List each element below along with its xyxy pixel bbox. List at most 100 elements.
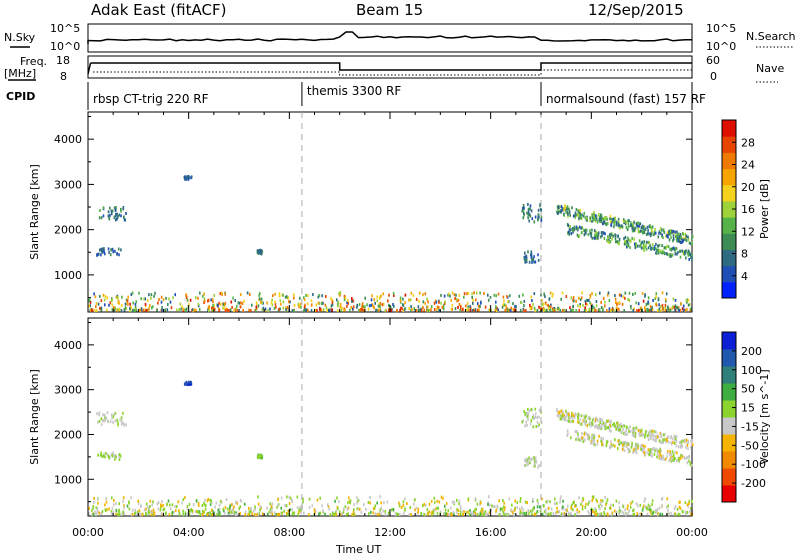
scatter-pixel bbox=[598, 215, 601, 219]
scatter-pixel bbox=[198, 308, 201, 311]
scatter-pixel bbox=[615, 499, 618, 503]
scatter-pixel bbox=[261, 308, 264, 311]
scatter-pixel bbox=[408, 513, 411, 516]
scatter-pixel bbox=[205, 504, 207, 507]
scatter-pixel bbox=[211, 298, 214, 302]
scatter-pixel bbox=[628, 448, 630, 451]
scatter-pixel bbox=[529, 204, 532, 208]
scatter-pixel bbox=[519, 509, 522, 513]
scatter-pixel bbox=[672, 229, 675, 233]
scatter-pixel bbox=[541, 309, 543, 312]
scatter-pixel bbox=[646, 225, 649, 229]
scatter-pixel bbox=[560, 512, 563, 516]
scatter-pixel bbox=[342, 510, 345, 514]
scatter-pixel bbox=[578, 438, 580, 442]
scatter-pixel bbox=[462, 308, 464, 311]
scatter-pixel bbox=[637, 230, 640, 234]
scatter-pixel bbox=[568, 416, 570, 420]
scatter-pixel bbox=[162, 298, 165, 302]
scatter-pixel bbox=[588, 298, 590, 302]
scatter-pixel bbox=[122, 207, 124, 211]
scatter-pixel bbox=[327, 505, 330, 509]
scatter-pixel bbox=[108, 303, 110, 307]
scatter-pixel bbox=[617, 234, 619, 238]
scatter-pixel bbox=[358, 309, 360, 312]
scatter-pixel bbox=[157, 301, 159, 305]
scatter-pixel bbox=[388, 303, 390, 307]
scatter-pixel bbox=[182, 307, 185, 311]
scatter-pixel bbox=[685, 445, 687, 449]
scatter-pixel bbox=[459, 510, 462, 514]
scatter-pixel bbox=[453, 500, 455, 504]
scatter-pixel bbox=[610, 440, 612, 444]
scatter-pixel bbox=[101, 247, 104, 251]
scatter-pixel bbox=[95, 513, 97, 516]
scatter-pixel bbox=[599, 235, 602, 239]
scatter-pixel bbox=[609, 214, 612, 218]
scatter-pixel bbox=[543, 510, 546, 514]
colorbar-swatch bbox=[722, 217, 736, 234]
freq-series-line bbox=[87, 62, 692, 75]
scatter-pixel bbox=[89, 308, 92, 312]
cpid-segment-label: rbsp CT-trig 220 RF bbox=[93, 92, 209, 106]
scatter-pixel bbox=[667, 233, 669, 237]
scatter-pixel bbox=[258, 293, 260, 297]
scatter-pixel bbox=[689, 510, 691, 514]
scatter-pixel bbox=[575, 413, 577, 417]
scatter-pixel bbox=[593, 215, 595, 219]
scatter-pixel bbox=[140, 504, 142, 508]
scatter-pixel bbox=[115, 212, 117, 216]
scatter-pixel bbox=[370, 510, 372, 514]
scatter-pixel bbox=[448, 513, 450, 517]
scatter-pixel bbox=[356, 501, 358, 505]
scatter-pixel bbox=[345, 513, 348, 516]
scatter-pixel bbox=[88, 512, 90, 516]
scatter-pixel bbox=[618, 293, 621, 297]
scatter-pixel bbox=[253, 513, 256, 517]
scatter-pixel bbox=[159, 508, 162, 512]
scatter-pixel bbox=[547, 303, 549, 307]
scatter-pixel bbox=[352, 305, 355, 309]
scatter-pixel bbox=[234, 308, 236, 312]
scatter-pixel bbox=[657, 251, 660, 255]
scatter-pixel bbox=[123, 504, 125, 508]
scatter-pixel bbox=[674, 450, 676, 454]
scatter-pixel bbox=[661, 504, 663, 508]
scatter-pixel bbox=[674, 247, 677, 251]
scatter-pixel bbox=[669, 456, 672, 460]
scatter-pixel bbox=[444, 504, 446, 508]
scatter-pixel bbox=[278, 307, 280, 311]
scatter-pixel bbox=[540, 293, 542, 297]
scatter-pixel bbox=[408, 298, 410, 302]
scatter-pixel bbox=[532, 413, 535, 417]
scatter-pixel bbox=[379, 495, 381, 499]
scatter-pixel bbox=[538, 215, 540, 219]
scatter-pixel bbox=[439, 510, 442, 514]
scatter-pixel bbox=[308, 513, 310, 517]
colorbar-tick-label: 100 bbox=[741, 364, 762, 377]
scatter-pixel bbox=[660, 308, 662, 312]
scatter-pixel bbox=[658, 307, 661, 311]
scatter-pixel bbox=[275, 513, 278, 516]
scatter-pixel bbox=[120, 209, 122, 213]
scatter-pixel bbox=[532, 425, 535, 429]
scatter-pixel bbox=[514, 506, 516, 510]
scatter-pixel bbox=[548, 297, 551, 301]
scatter-pixel bbox=[190, 381, 192, 384]
scatter-pixel bbox=[224, 506, 227, 510]
scatter-pixel bbox=[569, 420, 571, 423]
scatter-pixel bbox=[671, 437, 674, 441]
x-tick-label: 12:00 bbox=[374, 526, 406, 539]
scatter-pixel bbox=[679, 457, 682, 460]
scatter-pixel bbox=[187, 380, 190, 384]
scatter-pixel bbox=[655, 295, 657, 299]
scatter-pixel bbox=[103, 250, 105, 254]
scatter-pixel bbox=[478, 308, 480, 312]
scatter-pixel bbox=[602, 297, 605, 300]
scatter-pixel bbox=[578, 296, 580, 300]
scatter-pixel bbox=[224, 301, 227, 305]
scatter-pixel bbox=[171, 503, 174, 507]
scatter-pixel bbox=[524, 424, 526, 428]
scatter-pixel bbox=[541, 497, 543, 501]
scatter-pixel bbox=[631, 224, 633, 228]
